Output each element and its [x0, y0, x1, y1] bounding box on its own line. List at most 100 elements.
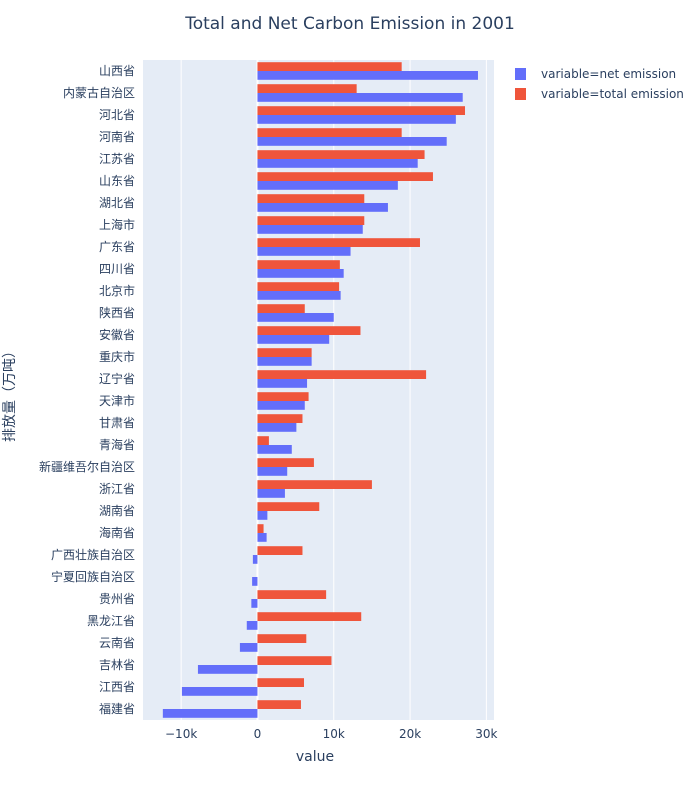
bar-net-emission — [257, 489, 285, 498]
bar-total-emission — [257, 546, 303, 555]
bar-net-emission — [257, 291, 341, 300]
legend-swatch — [515, 88, 526, 100]
bar-net-emission — [257, 247, 351, 256]
bar-total-emission — [257, 172, 433, 181]
bar-total-emission — [257, 150, 425, 159]
y-tick-label: 吉林省 — [99, 658, 135, 672]
bar-total-emission — [257, 524, 264, 533]
bar-total-emission — [257, 282, 340, 291]
bar-total-emission — [257, 238, 420, 247]
y-tick-label: 湖南省 — [99, 503, 135, 518]
bar-net-emission — [257, 445, 292, 454]
bar-net-emission — [257, 467, 288, 476]
bar-total-emission — [257, 678, 305, 687]
y-tick-label: 福建省 — [99, 701, 135, 716]
bar-net-emission — [181, 687, 258, 696]
bar-net-emission — [251, 599, 258, 608]
y-tick-label: 北京市 — [99, 283, 135, 298]
bar-total-emission — [257, 216, 365, 225]
bar-total-emission — [257, 128, 402, 137]
bar-net-emission — [162, 709, 258, 718]
legend: variable=net emission variable=total emis… — [515, 67, 684, 101]
bar-net-emission — [257, 335, 330, 344]
y-tick-label: 陕西省 — [99, 305, 135, 320]
bar-total-emission — [257, 260, 340, 269]
y-tick-label: 安徽省 — [99, 327, 135, 342]
x-tick-label: 20k — [399, 727, 421, 741]
bar-net-emission — [197, 665, 258, 674]
y-tick-label: 内蒙古自治区 — [63, 85, 135, 100]
bar-net-emission — [252, 555, 258, 564]
bar-net-emission — [257, 379, 308, 388]
y-tick-label: 河北省 — [99, 108, 135, 122]
y-tick-label: 河南省 — [99, 129, 135, 144]
bar-total-emission — [257, 392, 309, 401]
y-tick-label: 宁夏回族自治区 — [51, 569, 135, 584]
bar-total-emission — [257, 634, 307, 643]
bar-net-emission — [257, 137, 447, 146]
bar-net-emission — [257, 115, 456, 124]
legend-label: variable=total emission — [541, 87, 684, 101]
bar-net-emission — [257, 423, 297, 432]
bar-net-emission — [246, 621, 258, 630]
bar-net-emission — [257, 71, 478, 80]
bar-net-emission — [257, 225, 363, 234]
bar-net-emission — [239, 643, 258, 652]
plot-area — [143, 60, 494, 720]
y-tick-label: 上海市 — [99, 217, 135, 232]
bar-total-emission — [257, 436, 269, 445]
bar-total-emission — [257, 414, 303, 423]
x-axis-title: value — [296, 749, 334, 765]
bar-total-emission — [257, 304, 305, 313]
y-tick-label: 海南省 — [99, 525, 135, 540]
x-tick-label: 0 — [254, 727, 262, 741]
bar-total-emission — [257, 612, 362, 621]
bar-total-emission — [257, 480, 372, 489]
chart-title: Total and Net Carbon Emission in 2001 — [184, 14, 515, 34]
bar-total-emission — [257, 84, 357, 93]
x-tick-label: 30k — [475, 727, 497, 741]
y-tick-label: 云南省 — [99, 635, 135, 650]
bar-total-emission — [257, 700, 301, 709]
bar-net-emission — [257, 511, 268, 520]
bar-total-emission — [257, 326, 361, 335]
bar-net-emission — [257, 357, 312, 366]
y-tick-label: 山西省 — [99, 64, 135, 78]
bar-net-emission — [257, 93, 463, 102]
bar-total-emission — [257, 106, 466, 115]
bar-total-emission — [257, 656, 332, 665]
bar-total-emission — [257, 194, 365, 203]
bar-net-emission — [257, 313, 334, 322]
legend-swatch — [515, 68, 526, 80]
bar-total-emission — [257, 348, 312, 357]
y-tick-label: 广西壮族自治区 — [51, 548, 135, 562]
y-tick-label: 江西省 — [99, 680, 135, 694]
bar-net-emission — [257, 533, 267, 542]
y-tick-label: 四川省 — [99, 262, 135, 276]
x-tick-label: 10k — [323, 727, 345, 741]
bar-net-emission — [257, 181, 398, 190]
y-tick-label: 贵州省 — [99, 592, 135, 606]
bar-net-emission — [257, 159, 418, 168]
y-tick-label: 黑龙江省 — [87, 614, 135, 628]
y-tick-label: 天津市 — [99, 393, 135, 408]
y-tick-label: 浙江省 — [99, 482, 135, 496]
y-tick-label: 湖北省 — [99, 195, 135, 210]
bar-total-emission — [257, 62, 402, 71]
y-tick-label: 辽宁省 — [99, 371, 135, 386]
y-tick-label: 重庆市 — [99, 349, 135, 364]
bar-net-emission — [257, 203, 388, 212]
bar-net-emission — [252, 577, 258, 586]
legend-label: variable=net emission — [541, 67, 676, 81]
y-tick-label: 青海省 — [99, 437, 135, 452]
y-tick-label: 甘肃省 — [99, 416, 135, 430]
x-tick-label: −10k — [165, 727, 197, 741]
bar-net-emission — [257, 401, 305, 410]
bar-total-emission — [257, 502, 320, 511]
y-tick-label: 山东省 — [99, 174, 135, 188]
y-tick-label: 广东省 — [99, 240, 135, 254]
bar-total-emission — [257, 590, 327, 599]
bar-total-emission — [257, 370, 427, 379]
